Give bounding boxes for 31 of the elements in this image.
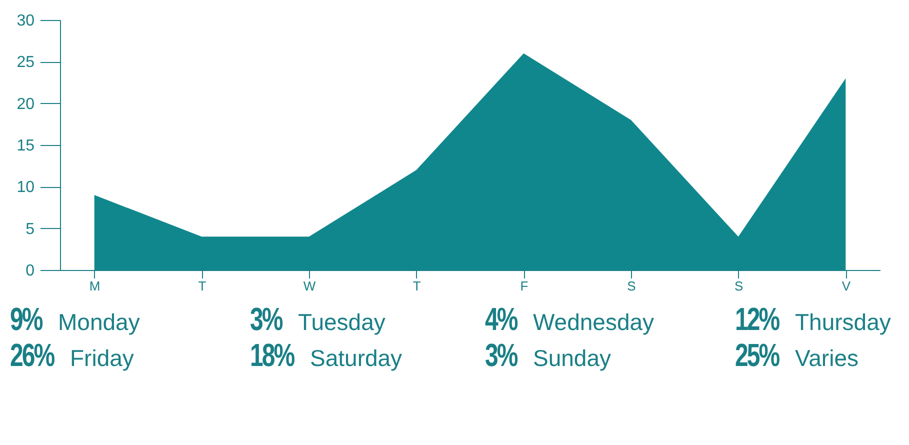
text: Sunday (533, 345, 612, 372)
x-tick-label: T (412, 278, 421, 294)
text: Monday (58, 309, 140, 336)
y-tick-label: 20 (16, 96, 35, 113)
text: 18% (250, 337, 294, 374)
x-tick-label: M (89, 278, 100, 294)
text: 26% (10, 337, 54, 374)
x-tick-label: V (842, 278, 851, 294)
text: Tuesday (298, 309, 386, 336)
y-tick-label: 25 (16, 54, 35, 72)
x-tick-label: T (198, 278, 206, 294)
text: 3% (485, 337, 518, 374)
text: 25% (735, 337, 779, 374)
x-tick-label: F (520, 278, 528, 294)
text: 3% (250, 301, 284, 338)
x-tick-label: W (303, 278, 316, 294)
y-tick-label: 10 (16, 179, 35, 196)
x-tick-label: S (627, 278, 636, 294)
text: Friday (70, 345, 134, 372)
y-tick-label: 5 (26, 220, 35, 238)
text: 12% (735, 301, 779, 338)
text: Thursday (795, 309, 891, 336)
y-tick-label: 15 (16, 138, 35, 154)
y-tick-label: 0 (26, 262, 35, 280)
text: 9% (10, 301, 44, 338)
x-tick-label: S (734, 278, 744, 294)
text: Wednesday (533, 309, 654, 336)
text: Varies (795, 345, 858, 372)
y-tick-label: 30 (16, 12, 35, 30)
text: 4% (485, 301, 518, 338)
text: Saturday (310, 345, 402, 372)
